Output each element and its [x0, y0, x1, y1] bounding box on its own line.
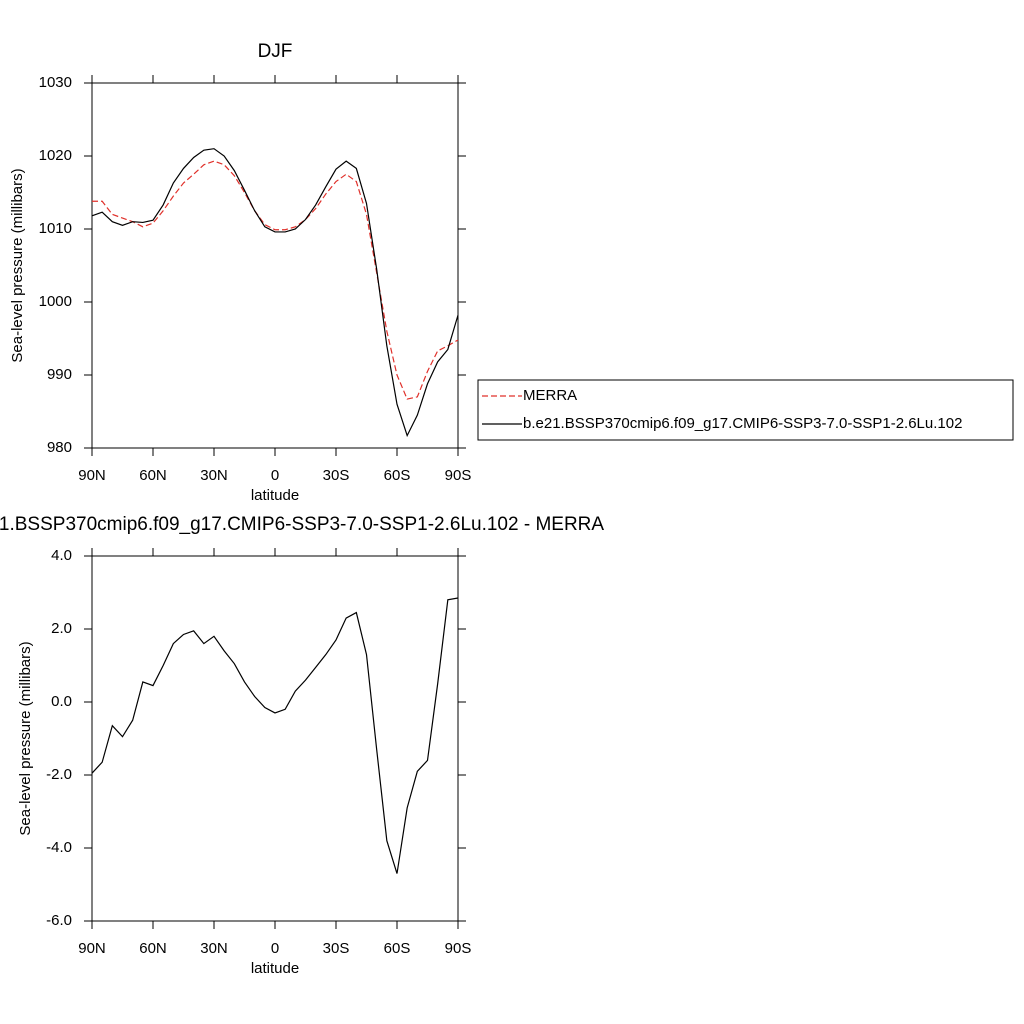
data-line	[91, 148, 459, 438]
x-axis-label: latitude	[251, 487, 299, 504]
x-axis-label: latitude	[251, 960, 299, 977]
x-tick-label: 90S	[445, 940, 472, 957]
legend-label: MERRA	[523, 387, 577, 404]
chart-title: DJF	[258, 41, 293, 62]
y-tick-label: 990	[47, 366, 72, 383]
y-tick-label: 980	[47, 439, 72, 456]
y-tick-label: 4.0	[51, 547, 72, 564]
y-axis-label: Sea-level pressure (millibars)	[17, 641, 34, 835]
x-tick-label: 60S	[384, 467, 411, 484]
x-tick-label: 90S	[445, 467, 472, 484]
x-tick-label: 60N	[139, 467, 167, 484]
y-tick-label: 1010	[39, 220, 72, 237]
y-tick-label: 0.0	[51, 693, 72, 710]
x-tick-label: 60S	[384, 940, 411, 957]
y-tick-label: -2.0	[46, 766, 72, 783]
plot-frame	[91, 555, 459, 922]
x-tick-label: 30S	[323, 467, 350, 484]
x-tick-label: 0	[271, 467, 279, 484]
x-tick-label: 30N	[200, 940, 228, 957]
x-tick-label: 0	[271, 940, 279, 957]
data-line	[91, 597, 459, 874]
legend-box	[477, 379, 1014, 441]
y-tick-label: 1000	[39, 293, 72, 310]
data-line	[92, 160, 459, 400]
x-tick-label: 60N	[139, 940, 167, 957]
y-tick-label: 1030	[39, 74, 72, 91]
y-tick-label: 1020	[39, 147, 72, 164]
x-tick-label: 90N	[78, 467, 106, 484]
x-tick-label: 30N	[200, 467, 228, 484]
y-tick-label: -6.0	[46, 912, 72, 929]
legend-label: b.e21.BSSP370cmip6.f09_g17.CMIP6-SSP3-7.…	[523, 415, 962, 432]
y-tick-label: -4.0	[46, 839, 72, 856]
plot-frame	[91, 82, 459, 449]
chart-title: b.e21.BSSP370cmip6.f09_g17.CMIP6-SSP3-7.…	[0, 514, 604, 535]
x-tick-label: 90N	[78, 940, 106, 957]
y-axis-label: Sea-level pressure (millibars)	[9, 168, 26, 362]
x-tick-label: 30S	[323, 940, 350, 957]
y-tick-label: 2.0	[51, 620, 72, 637]
